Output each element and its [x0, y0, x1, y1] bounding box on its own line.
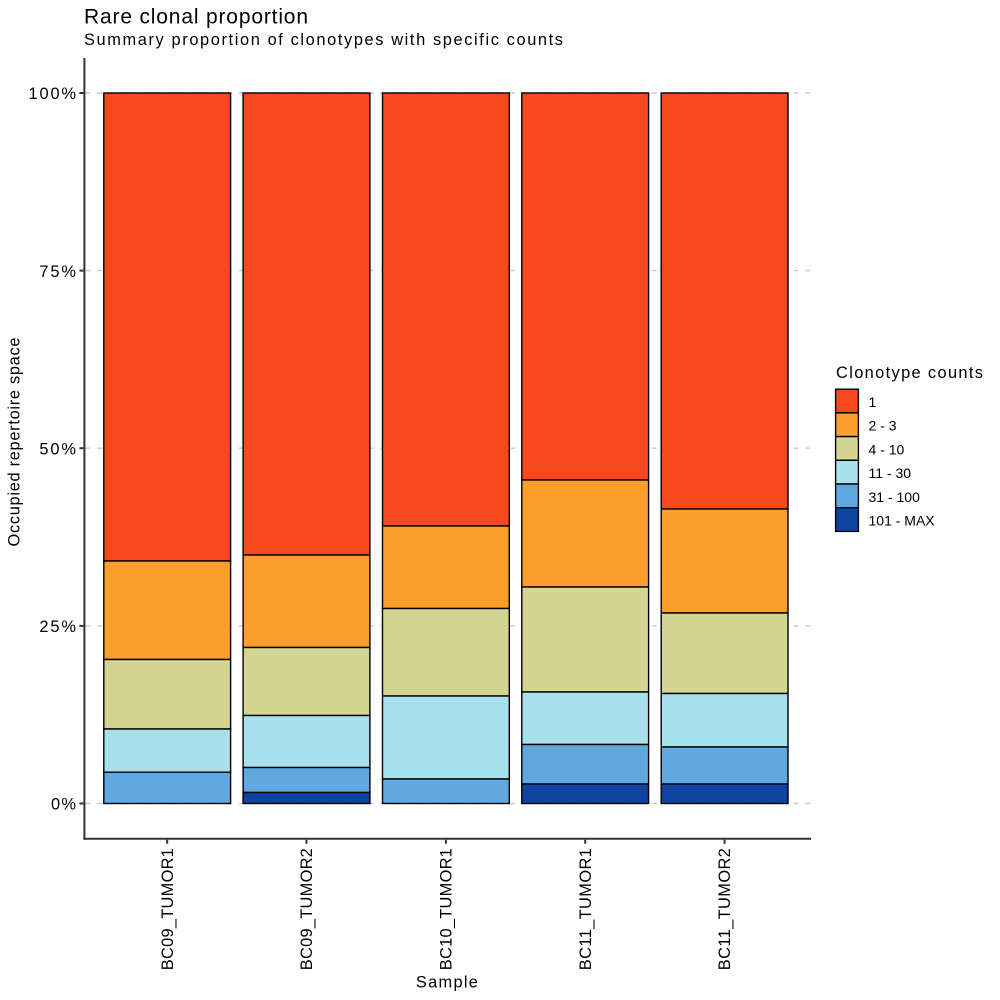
svg-text:75%: 75%: [39, 263, 76, 281]
svg-text:100%: 100%: [29, 85, 77, 103]
svg-text:4 - 10: 4 - 10: [869, 441, 905, 457]
svg-text:Clonotype counts: Clonotype counts: [836, 364, 983, 382]
svg-text:25%: 25%: [39, 618, 76, 636]
svg-text:0%: 0%: [51, 796, 76, 814]
svg-text:BC09_TUMOR2: BC09_TUMOR2: [298, 848, 316, 970]
svg-text:101 - MAX: 101 - MAX: [869, 513, 936, 529]
svg-text:1: 1: [869, 394, 877, 410]
svg-text:BC11_TUMOR2: BC11_TUMOR2: [716, 848, 734, 970]
svg-text:11 - 30: 11 - 30: [869, 465, 912, 481]
svg-text:2 - 3: 2 - 3: [869, 418, 897, 434]
svg-text:Sample: Sample: [416, 973, 478, 991]
svg-text:31 - 100: 31 - 100: [869, 489, 921, 505]
svg-text:BC10_TUMOR1: BC10_TUMOR1: [438, 848, 456, 970]
svg-text:Summary proportion of clonotyp: Summary proportion of clonotypes with sp…: [84, 31, 563, 49]
svg-text:50%: 50%: [39, 440, 76, 458]
svg-text:BC11_TUMOR1: BC11_TUMOR1: [577, 848, 595, 970]
svg-text:BC09_TUMOR1: BC09_TUMOR1: [159, 848, 177, 970]
svg-text:Occupied repertoire space: Occupied repertoire space: [5, 338, 23, 547]
svg-text:Rare clonal proportion: Rare clonal proportion: [84, 5, 308, 28]
